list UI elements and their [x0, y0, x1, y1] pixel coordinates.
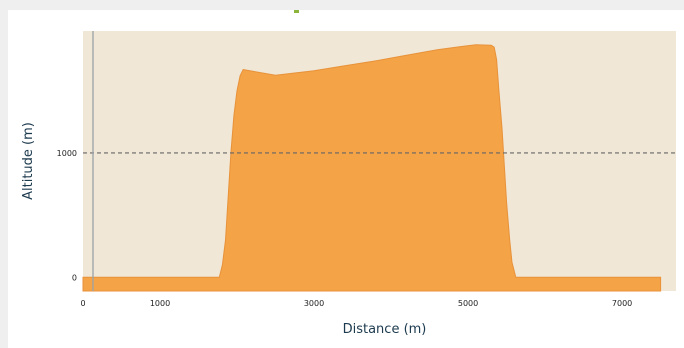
x-tick-label: 5000 — [458, 299, 478, 308]
chart-panel: 0 1000 3000 5000 7000 0 1000 Distance (m) Alt… — [8, 10, 684, 348]
x-tick-label: 0 — [80, 299, 85, 308]
y-tick-label: 0 — [72, 273, 77, 282]
x-tick-label: 1000 — [150, 299, 170, 308]
y-axis-title: Altitude (m) — [21, 122, 36, 200]
altitude-profile-chart: 0 1000 3000 5000 7000 0 1000 Distance (m) Alt… — [21, 31, 676, 337]
x-axis-title: Distance (m) — [343, 322, 427, 337]
x-tick-label: 7000 — [612, 299, 632, 308]
y-tick-label: 1000 — [57, 149, 77, 158]
altitude-area — [82, 44, 662, 292]
x-tick-label: 3000 — [304, 299, 324, 308]
top-marker — [294, 10, 299, 13]
